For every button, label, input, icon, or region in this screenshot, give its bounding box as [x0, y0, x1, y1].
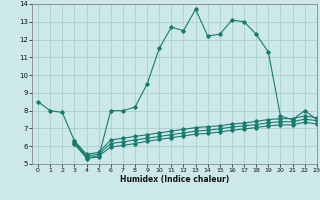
X-axis label: Humidex (Indice chaleur): Humidex (Indice chaleur) — [120, 175, 229, 184]
